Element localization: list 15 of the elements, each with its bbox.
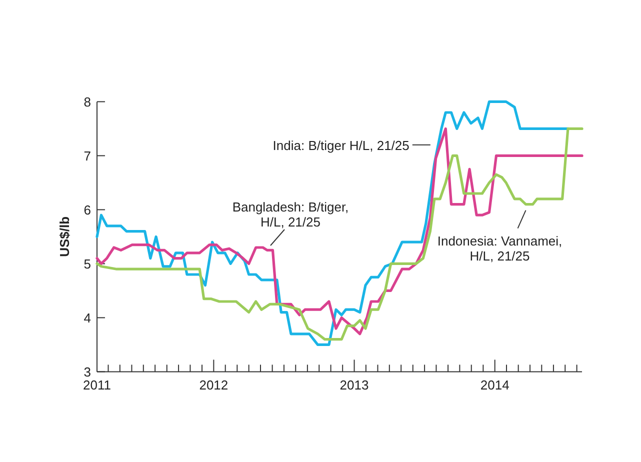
y-tick-label: 8	[84, 94, 91, 110]
line-series	[96, 100, 570, 346]
y-tick-label: 5	[84, 256, 91, 272]
y-axis-title: US$/lb	[57, 216, 72, 257]
annotation: Bangladesh: B/tiger, H/L, 21/25	[232, 200, 349, 230]
annotation: India: B/tiger H/L, 21/25	[272, 138, 410, 153]
y-tick-label: 3	[84, 364, 91, 380]
y-tick-label: 7	[84, 148, 91, 164]
x-tick-label: 2013	[340, 378, 369, 393]
x-tick-label: 2014	[480, 378, 510, 393]
x-tick-label: 2011	[83, 378, 111, 393]
y-tick-label: 4	[84, 310, 91, 326]
annotation: Indonesia: Vannamei, H/L, 21/25	[437, 233, 562, 264]
y-tick-label: 6	[84, 202, 91, 218]
x-tick-label: 2012	[199, 378, 228, 393]
